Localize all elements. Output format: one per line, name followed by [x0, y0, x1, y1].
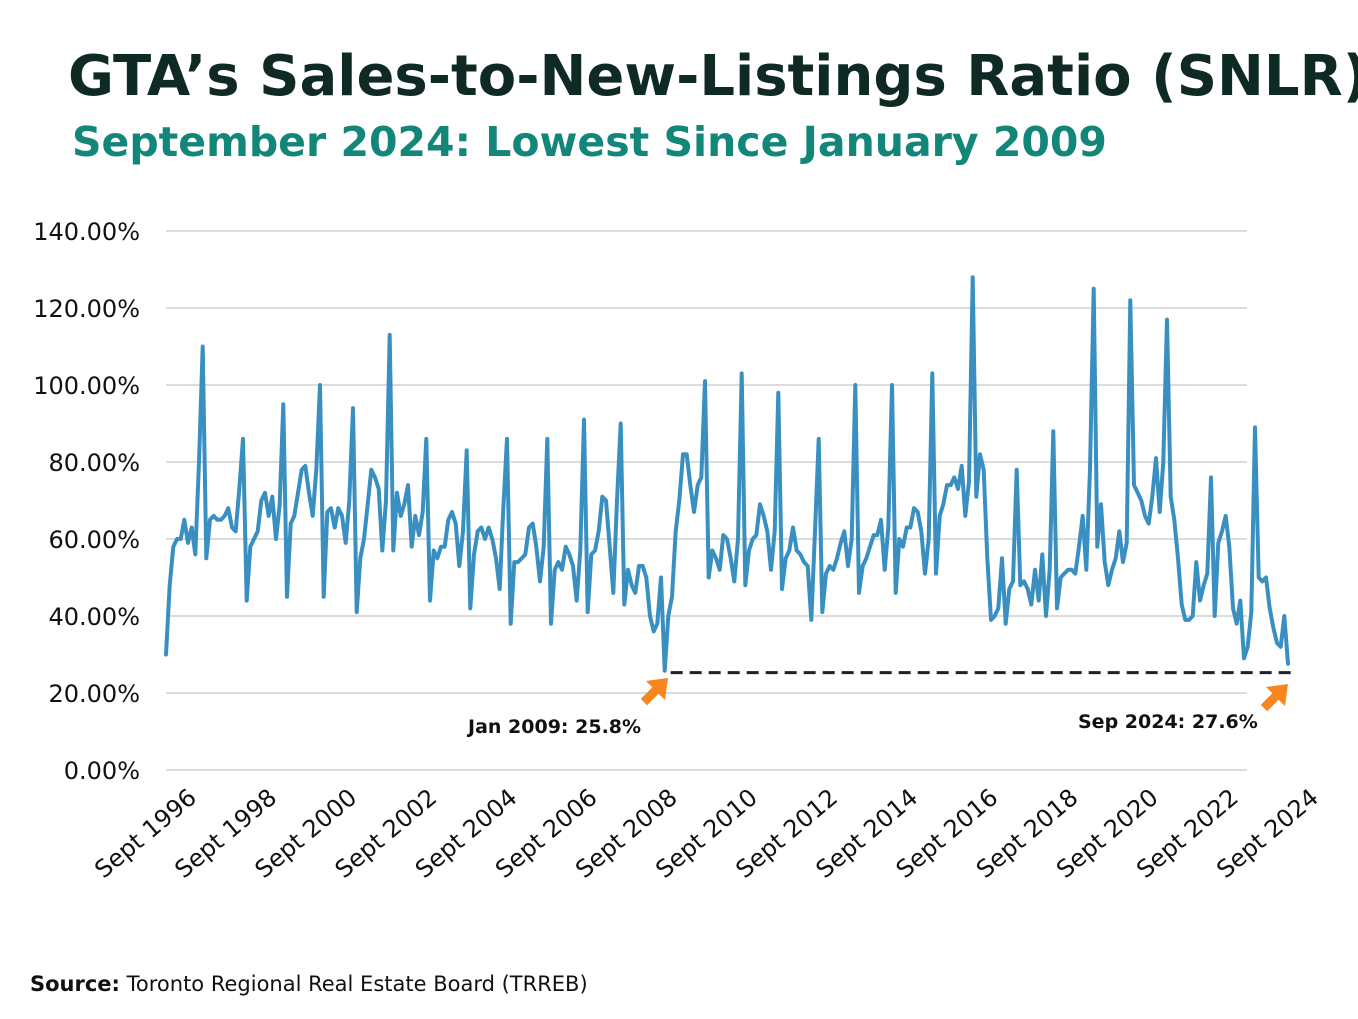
y-tick-label: 20.00%	[48, 680, 140, 708]
series-line	[164, 275, 1290, 673]
y-axis-ticks: 0.00% 20.00% 40.00% 60.00% 80.00% 100.00% 120.…	[33, 218, 140, 785]
chart-subtitle: September 2024: Lowest Since January 200…	[72, 118, 1107, 166]
line-chart: 0.00% 20.00% 40.00% 60.00% 80.00% 100.00% 120.…	[33, 218, 1324, 884]
source-note: Source: Toronto Regional Real Estate Boa…	[30, 972, 588, 996]
annotation-jan-2009: Jan 2009: 25.8%	[466, 716, 641, 738]
y-tick-label: 0.00%	[64, 757, 140, 785]
y-tick-label: 100.00%	[33, 372, 140, 400]
chart-title: GTA’s Sales-to-New-Listings Ratio (SNLR)	[68, 44, 1358, 109]
y-tick-label: 60.00%	[48, 526, 140, 554]
source-label: Source:	[30, 972, 120, 996]
y-tick-label: 40.00%	[48, 603, 140, 631]
arrow-icon	[640, 678, 668, 706]
grid-lines	[166, 230, 1247, 771]
y-tick-label: 120.00%	[33, 295, 140, 323]
annotation-sep-2024: Sep 2024: 27.6%	[1078, 711, 1258, 733]
y-tick-label: 80.00%	[48, 449, 140, 477]
source-text: Toronto Regional Real Estate Board (TRRE…	[126, 972, 588, 996]
y-tick-label: 140.00%	[33, 218, 140, 246]
arrow-icon	[1260, 684, 1288, 712]
